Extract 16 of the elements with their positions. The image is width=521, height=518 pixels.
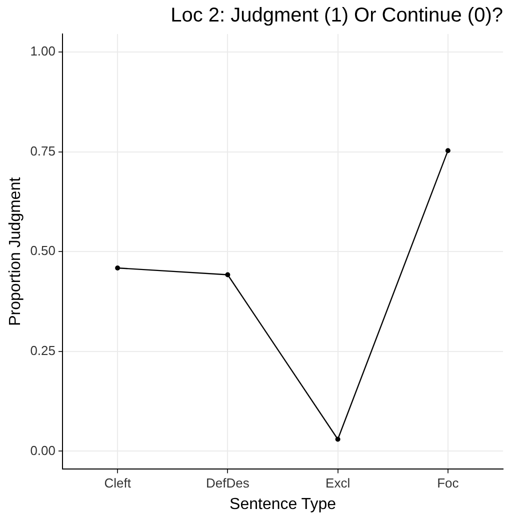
x-tick-label: Foc (437, 476, 460, 491)
point (445, 148, 450, 154)
y-tick-label: 0.00 (30, 442, 56, 458)
point (225, 272, 230, 278)
y-tick-label: 1.00 (30, 44, 56, 59)
point (115, 265, 120, 270)
x-tick-label: Cleft (104, 476, 132, 491)
y-axis-title: Proportion Judgment (7, 176, 24, 326)
point (335, 436, 340, 442)
chart-title: Loc 2: Judgment (1) Or Continue (0)? (170, 4, 503, 27)
y-tick-label: 0.25 (30, 342, 56, 358)
x-tick-label: Excl (326, 476, 350, 491)
y-tick-label: 0.50 (30, 243, 56, 258)
x-tick-label: DefDes (206, 476, 250, 491)
x-axis-title: Sentence Type (230, 496, 336, 513)
y-tick-label: 0.75 (30, 143, 56, 158)
